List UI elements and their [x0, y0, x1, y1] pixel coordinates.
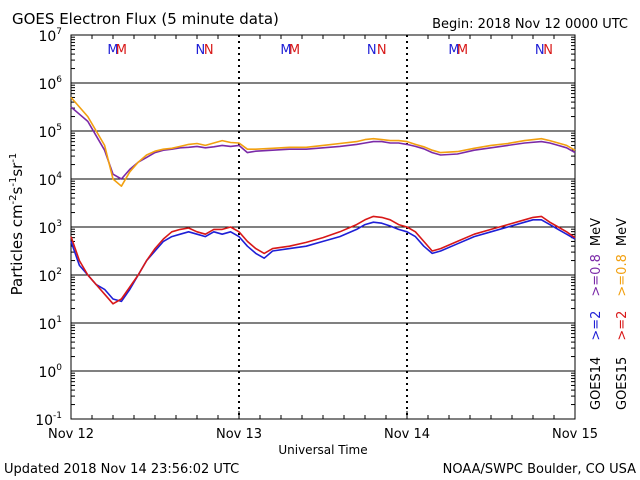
event-marker: M [448, 43, 459, 58]
legend-energy-a: >=2 [589, 311, 604, 341]
svg-text:GOES14>=2>=0.8MeV: GOES14 >=2 >=0.8 MeV [589, 218, 604, 410]
series-line [70, 96, 576, 187]
svg-text:GOES15>=2>=0.8MeV: GOES15 >=2 >=0.8 MeV [615, 218, 630, 410]
y-tick-label: 101 [38, 315, 62, 333]
legend-unit: MeV [615, 218, 630, 246]
y-axis-label-text: Particles cm [8, 204, 26, 295]
x-tick-label: Nov 13 [216, 427, 262, 442]
event-marker: M [107, 43, 118, 58]
series-line [70, 215, 576, 305]
y-tick-label: 100 [38, 363, 62, 381]
x-axis-label: Universal Time [278, 443, 367, 457]
y-tick-label: 107 [38, 27, 62, 45]
y-tick-label: 104 [38, 171, 62, 189]
x-tick-label: Nov 12 [48, 427, 94, 442]
event-marker: N [535, 43, 545, 58]
footer-updated: Updated 2018 Nov 14 23:56:02 UTC [4, 462, 239, 477]
begin-label: Begin: 2018 Nov 12 0000 UTC [432, 17, 628, 32]
event-markers: MM NN MM N N MM NN [107, 43, 553, 58]
legend-unit: MeV [589, 218, 604, 246]
event-marker: N [204, 43, 214, 58]
series-lines [70, 96, 576, 305]
legend-sat: GOES14 [589, 357, 604, 410]
legend-entry: GOES15 >=2 >=0.8 MeV [615, 218, 630, 410]
y-tick-label: 102 [38, 267, 62, 285]
legend-sat: GOES15 [615, 357, 630, 410]
event-marker: M [289, 43, 300, 58]
x-tick-label: Nov 14 [384, 427, 430, 442]
legend-energy-a: >=2 [615, 311, 630, 341]
svg-text:Particles cm-2s-1sr-1: Particles cm-2s-1sr-1 [8, 153, 26, 296]
footer-credit: NOAA/SWPC Boulder, CO USA [443, 462, 636, 477]
series-line [70, 106, 576, 180]
chart-title: GOES Electron Flux (5 minute data) [12, 10, 279, 28]
event-marker: N [377, 43, 387, 58]
legend: GOES14 >=2 >=0.8 MeV GOES15 >=2 >=0.8 MeV [589, 218, 630, 410]
x-tick-label: Nov 15 [552, 427, 598, 442]
event-marker: N [543, 43, 553, 58]
event-marker: N [367, 43, 377, 58]
legend-energy-b: >=0.8 [615, 254, 630, 296]
event-marker: M [457, 43, 468, 58]
legend-energy-b: >=0.8 [589, 254, 604, 296]
event-marker: M [280, 43, 291, 58]
x-tick-labels: Nov 12 Nov 13 Nov 14 Nov 15 [48, 427, 598, 442]
y-tick-label: 103 [38, 219, 62, 237]
event-marker: M [116, 43, 127, 58]
event-marker: N [195, 43, 205, 58]
grid [70, 35, 576, 419]
y-tick-label: 106 [38, 75, 62, 93]
y-axis-label: Particles cm-2s-1sr-1 [8, 153, 26, 296]
y-tick-label: 105 [38, 123, 62, 141]
legend-entry: GOES14 >=2 >=0.8 MeV [589, 218, 604, 410]
